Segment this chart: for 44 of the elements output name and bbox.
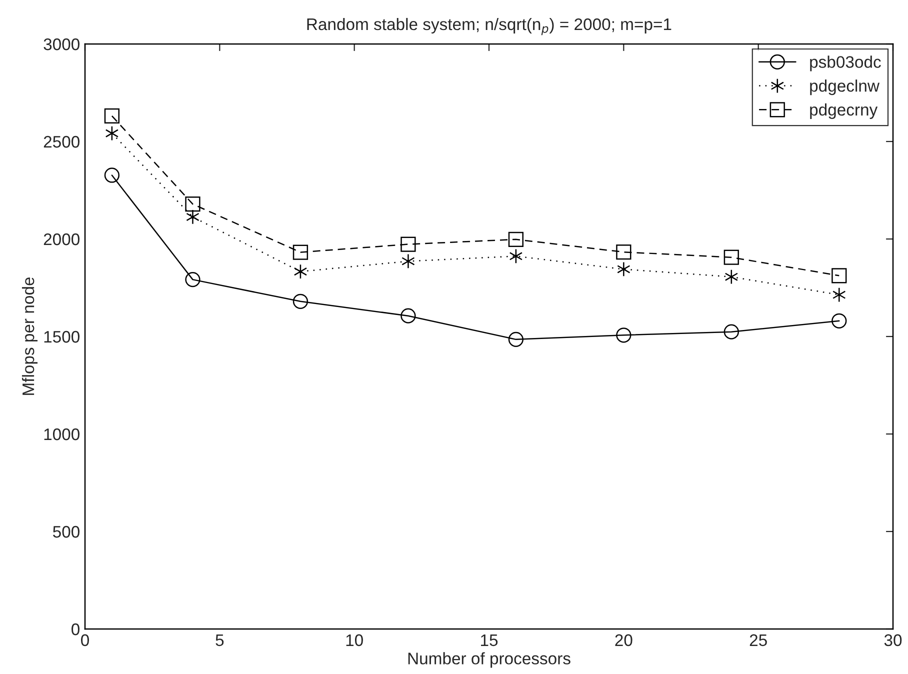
point <box>185 196 200 212</box>
legend-label: psb03odc <box>810 56 881 72</box>
x-tick-label: 0 <box>81 634 89 646</box>
point <box>105 126 119 141</box>
point <box>508 232 524 247</box>
legend-label: pdgecrny <box>810 103 878 119</box>
point <box>616 244 632 260</box>
point <box>724 324 739 340</box>
x-tick-label: 5 <box>216 634 224 646</box>
point <box>104 108 120 124</box>
x-tick-label: 20 <box>615 634 632 646</box>
point <box>724 250 739 265</box>
point <box>616 328 632 343</box>
y-tick-label: 1500 <box>44 330 80 343</box>
y-tick-label: 2000 <box>44 233 80 246</box>
x-axis-title: Number of processors <box>408 652 570 668</box>
x-tick-label: 10 <box>346 634 363 646</box>
point <box>104 168 120 183</box>
y-tick-label: 0 <box>72 623 80 636</box>
x-tick-label: 25 <box>750 634 767 646</box>
y-tick-label: 1000 <box>44 428 80 440</box>
point <box>294 264 308 280</box>
point <box>402 254 415 269</box>
point <box>832 287 846 302</box>
point <box>508 332 524 347</box>
point <box>400 308 416 324</box>
y-tick-label: 500 <box>53 526 80 538</box>
point <box>292 294 308 309</box>
point <box>832 268 847 284</box>
point <box>832 313 847 328</box>
point <box>617 262 630 277</box>
point <box>292 244 308 260</box>
point <box>509 248 523 264</box>
point <box>400 236 416 252</box>
point <box>186 209 200 225</box>
legend-label: pdgeclnw <box>810 80 880 96</box>
y-tick-label: 3000 <box>44 38 80 50</box>
y-axis-title: Mflops per node <box>22 277 38 395</box>
point <box>724 269 738 284</box>
x-tick-label: 30 <box>884 634 902 646</box>
y-tick-label: 2500 <box>44 136 80 148</box>
x-tick-label: 15 <box>481 634 498 646</box>
point <box>185 272 200 288</box>
chart-title: Random stable system; n/sqrt(n$_{p}$) = 2000; m=p=1 <box>307 18 672 36</box>
